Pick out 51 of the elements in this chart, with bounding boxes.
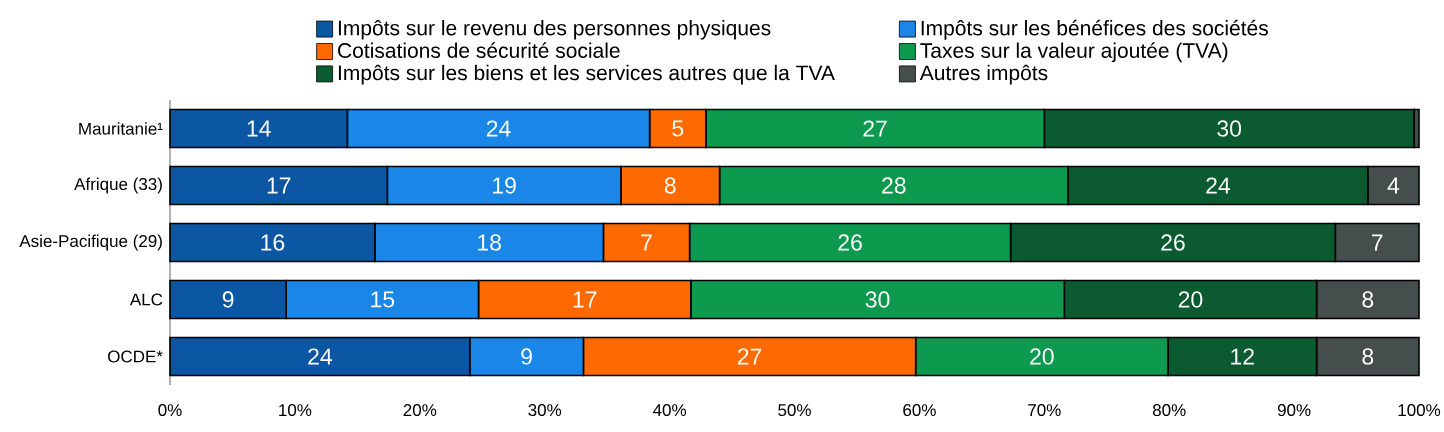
x-tick-label: 50% bbox=[778, 404, 811, 417]
x-tick-label: 80% bbox=[1152, 404, 1186, 417]
data-label: 7 bbox=[1371, 234, 1383, 251]
legend-label: Impôts sur le revenu des personnes physiques bbox=[338, 19, 771, 40]
x-tick-label: 90% bbox=[1277, 404, 1311, 417]
legend-label: Autres impôts bbox=[919, 64, 1048, 85]
data-label: 8 bbox=[664, 177, 676, 194]
legend-label: Taxes sur la valeur ajoutée (TVA) bbox=[920, 42, 1228, 63]
data-label: 28 bbox=[882, 177, 906, 194]
x-tick-label: 20% bbox=[403, 404, 437, 417]
legend-label: Impôts sur les biens et les services autres que la TVA bbox=[338, 64, 835, 85]
x-tick-label: 30% bbox=[528, 404, 562, 417]
y-tick-label: Mauritanie¹ bbox=[79, 122, 163, 135]
data-label: 8 bbox=[1362, 291, 1374, 308]
data-label: 8 bbox=[1362, 348, 1374, 365]
data-label: 27 bbox=[863, 120, 887, 137]
data-label: 30 bbox=[1217, 120, 1242, 137]
data-label: 7 bbox=[641, 234, 652, 251]
legend-label: Impôts sur les bénéfices des sociétés bbox=[921, 19, 1268, 40]
x-tick-label: 0% bbox=[158, 404, 182, 417]
data-label: 17 bbox=[573, 291, 597, 308]
data-label: 4 bbox=[1387, 177, 1400, 194]
y-tick-label: ALC bbox=[129, 293, 163, 306]
data-label: 24 bbox=[308, 348, 332, 365]
data-label: 18 bbox=[478, 234, 501, 251]
data-label: 14 bbox=[247, 120, 271, 137]
y-tick-label: Afrique (33) bbox=[74, 177, 162, 194]
data-label: 20 bbox=[1030, 348, 1054, 365]
x-tick-label: 70% bbox=[1028, 404, 1061, 417]
data-label: 24 bbox=[1206, 177, 1231, 194]
data-label: 15 bbox=[371, 291, 395, 308]
data-label: 19 bbox=[493, 177, 516, 194]
data-label: 26 bbox=[1161, 234, 1185, 251]
legend-label: Cotisations de sécurité sociale bbox=[338, 42, 620, 58]
data-label: 26 bbox=[838, 234, 862, 251]
x-tick-label: 10% bbox=[279, 404, 312, 417]
data-label: 9 bbox=[521, 348, 532, 365]
x-tick-label: 100% bbox=[1398, 404, 1441, 417]
data-label: 30 bbox=[865, 291, 890, 308]
data-label: 16 bbox=[261, 234, 285, 251]
data-label: 12 bbox=[1231, 348, 1254, 365]
data-label: 5 bbox=[672, 120, 684, 137]
x-tick-label: 40% bbox=[652, 404, 687, 417]
data-label: 17 bbox=[267, 177, 291, 194]
data-label: 20 bbox=[1178, 291, 1203, 308]
y-tick-label: Asie-Pacifique (29) bbox=[19, 234, 162, 251]
x-tick-label: 60% bbox=[903, 404, 936, 417]
data-label: 27 bbox=[737, 348, 762, 365]
y-tick-label: OCDE* bbox=[108, 350, 163, 363]
data-label: 24 bbox=[486, 120, 511, 137]
data-label: 9 bbox=[222, 291, 234, 308]
